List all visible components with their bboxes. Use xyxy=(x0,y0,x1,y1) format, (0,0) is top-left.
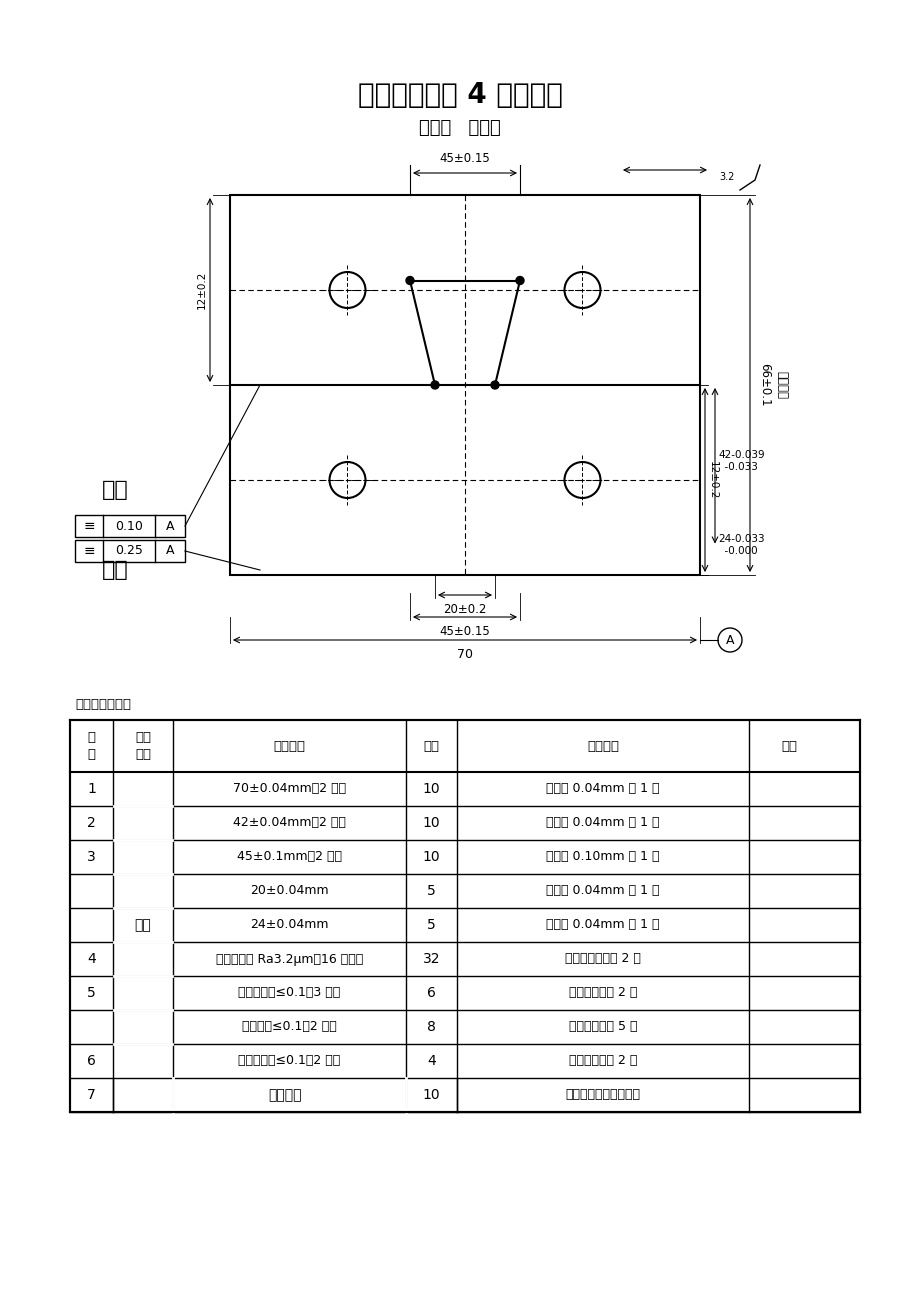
Text: 锉配: 锉配 xyxy=(134,918,152,932)
Text: 4: 4 xyxy=(426,1055,436,1068)
Text: 不合格每个面扣 2 分: 不合格每个面扣 2 分 xyxy=(564,953,641,966)
Text: A: A xyxy=(165,544,174,557)
Text: 对称度误差≤0.1（2 处）: 对称度误差≤0.1（2 处） xyxy=(238,1055,340,1068)
Text: 45±0.15: 45±0.15 xyxy=(439,625,490,638)
Text: 42-0.039
  -0.033: 42-0.039 -0.033 xyxy=(717,450,764,471)
Text: 不合格每处扣 2 分: 不合格每处扣 2 分 xyxy=(569,987,637,1000)
Text: 12±0.2: 12±0.2 xyxy=(197,271,207,309)
Text: 10: 10 xyxy=(422,783,440,796)
Text: 考核要求: 考核要求 xyxy=(273,740,305,753)
Text: 每超差 0.04mm 扣 1 分: 每超差 0.04mm 扣 1 分 xyxy=(546,884,659,897)
Text: 20±0.2: 20±0.2 xyxy=(443,603,486,616)
Text: 8: 8 xyxy=(426,1019,436,1034)
Text: 每超差 0.04mm 扣 1 分: 每超差 0.04mm 扣 1 分 xyxy=(546,816,659,829)
Text: 42±0.04mm（2 处）: 42±0.04mm（2 处） xyxy=(233,816,346,829)
Text: 20±0.04mm: 20±0.04mm xyxy=(250,884,328,897)
Text: ≡: ≡ xyxy=(83,519,95,533)
Text: 10: 10 xyxy=(422,816,440,829)
Text: 45±0.1mm（2 处）: 45±0.1mm（2 处） xyxy=(236,850,341,863)
Text: 24-0.033
  -0.000: 24-0.033 -0.000 xyxy=(717,534,764,556)
Text: 5: 5 xyxy=(426,884,436,898)
Text: 配分: 配分 xyxy=(423,740,439,753)
Text: 根据实际情况酌情扣分: 根据实际情况酌情扣分 xyxy=(565,1088,640,1101)
Text: 10: 10 xyxy=(422,1088,440,1101)
Text: 4: 4 xyxy=(87,952,96,966)
Circle shape xyxy=(430,381,438,389)
Text: 0.10: 0.10 xyxy=(115,519,142,533)
Text: 凸件: 凸件 xyxy=(101,480,129,500)
Text: 不合格每组扣 5 分: 不合格每组扣 5 分 xyxy=(568,1021,637,1034)
Text: ≡: ≡ xyxy=(83,544,95,559)
Text: 表面粗糙度 Ra3.2μm（16 个面）: 表面粗糙度 Ra3.2μm（16 个面） xyxy=(215,953,362,966)
Text: 45±0.15: 45±0.15 xyxy=(439,152,490,165)
Text: 实训安全: 实训安全 xyxy=(268,1088,301,1101)
Text: 24±0.04mm: 24±0.04mm xyxy=(250,918,328,931)
Text: 配合尺寸: 配合尺寸 xyxy=(774,371,788,398)
Text: 每超差 0.10mm 扣 1 分: 每超差 0.10mm 扣 1 分 xyxy=(546,850,659,863)
Bar xyxy=(230,195,699,575)
Text: 70±0.04mm（2 处）: 70±0.04mm（2 处） xyxy=(233,783,346,796)
Text: 66±0.1: 66±0.1 xyxy=(757,363,770,406)
Text: 6: 6 xyxy=(87,1055,96,1068)
Text: 钳工实操考核 4 评分细则: 钳工实操考核 4 评分细则 xyxy=(357,81,562,109)
Text: 配合间隙≤0.1（2 处）: 配合间隙≤0.1（2 处） xyxy=(242,1021,336,1034)
Text: 得分: 得分 xyxy=(780,740,796,753)
Text: 每超差 0.04mm 扣 1 分: 每超差 0.04mm 扣 1 分 xyxy=(546,918,659,931)
Bar xyxy=(75,516,185,536)
Circle shape xyxy=(491,381,498,389)
Text: 实操考核评分表: 实操考核评分表 xyxy=(75,698,130,711)
Text: 序
号: 序 号 xyxy=(87,730,96,760)
Text: 项目四   燕尾配: 项目四 燕尾配 xyxy=(419,118,500,137)
Bar xyxy=(70,720,859,1112)
Text: 6: 6 xyxy=(426,986,436,1000)
Text: A: A xyxy=(725,634,733,647)
Text: 1: 1 xyxy=(87,783,96,796)
Text: 5: 5 xyxy=(87,986,96,1000)
Circle shape xyxy=(405,276,414,285)
Text: 70: 70 xyxy=(457,648,472,661)
Text: 不合格每处扣 2 分: 不合格每处扣 2 分 xyxy=(569,1055,637,1068)
Circle shape xyxy=(516,276,524,285)
Bar xyxy=(75,540,185,562)
Text: 12±0.2: 12±0.2 xyxy=(708,461,717,499)
Text: 2: 2 xyxy=(87,816,96,829)
Text: 凹件: 凹件 xyxy=(101,560,129,579)
Text: 3: 3 xyxy=(87,850,96,865)
Text: 10: 10 xyxy=(422,850,440,865)
Text: 32: 32 xyxy=(422,952,439,966)
Text: 考核
内容: 考核 内容 xyxy=(135,730,151,760)
Text: 垂直度误差≤0.1（3 处）: 垂直度误差≤0.1（3 处） xyxy=(238,987,340,1000)
Text: 每超差 0.04mm 扣 1 分: 每超差 0.04mm 扣 1 分 xyxy=(546,783,659,796)
Text: 0.25: 0.25 xyxy=(115,544,142,557)
Text: 5: 5 xyxy=(426,918,436,932)
Text: 7: 7 xyxy=(87,1088,96,1101)
Text: 3.2: 3.2 xyxy=(719,172,734,182)
Text: 评分标准: 评分标准 xyxy=(586,740,618,753)
Text: A: A xyxy=(165,519,174,533)
